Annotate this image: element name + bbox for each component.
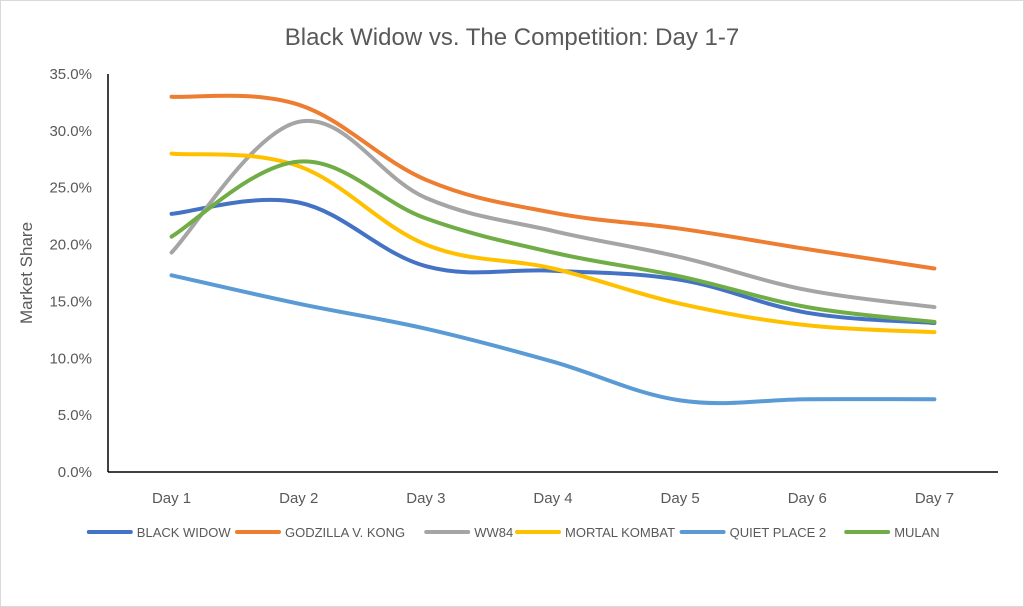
y-tick-label: 35.0% [49, 66, 92, 83]
chart-title: Black Widow vs. The Competition: Day 1-7 [285, 24, 739, 51]
legend-label: WW84 [474, 525, 513, 540]
series-line-black-widow [169, 197, 937, 325]
y-axis-label: Market Share [17, 222, 36, 324]
legend-label: MULAN [894, 525, 940, 540]
series-line-mulan [169, 159, 937, 324]
series-lines [169, 93, 937, 406]
axes [107, 74, 998, 473]
y-tick-label: 10.0% [49, 350, 92, 367]
legend: BLACK WIDOW GODZILLA V. KONG WW84 MORTAL KO… [86, 525, 940, 540]
series-line-mortal-kombat [169, 151, 937, 335]
y-tick-label: 20.0% [49, 237, 92, 254]
x-tick-label: Day 3 [406, 490, 445, 507]
legend-item-quiet-place-2: QUIET PLACE 2 [679, 525, 827, 540]
legend-label: QUIET PLACE 2 [730, 525, 827, 540]
x-tick-label: Day 2 [279, 490, 318, 507]
legend-item-mortal-kombat: MORTAL KOMBAT [515, 525, 675, 540]
series-line-quiet-place-2 [169, 273, 937, 406]
legend-label: BLACK WIDOW [137, 525, 232, 540]
legend-item-black-widow: BLACK WIDOW [86, 525, 232, 540]
legend-label: MORTAL KOMBAT [565, 525, 675, 540]
legend-item-godzilla-v-kong: GODZILLA V. KONG [235, 525, 405, 540]
x-tick-label: Day 1 [152, 490, 191, 507]
legend-item-mulan: MULAN [844, 525, 940, 540]
y-tick-label: 15.0% [49, 293, 92, 310]
x-tick-label: Day 5 [661, 490, 700, 507]
x-tick-label: Day 7 [915, 490, 954, 507]
x-tick-labels: Day 1 Day 2 Day 3 Day 4 Day 5 Day 6 Day 7 [152, 490, 954, 507]
series-line-godzilla-v-kong [169, 93, 937, 271]
x-tick-label: Day 6 [788, 490, 827, 507]
y-tick-label: 30.0% [49, 123, 92, 140]
x-tick-label: Day 4 [533, 490, 572, 507]
series-line-ww84 [169, 118, 937, 310]
y-tick-labels: 0.0% 5.0% 10.0% 15.0% 20.0% 25.0% 30.0% 35.0% [49, 66, 92, 481]
legend-item-ww84: WW84 [424, 525, 513, 540]
y-tick-label: 0.0% [58, 464, 92, 481]
y-tick-label: 5.0% [58, 407, 92, 424]
y-tick-label: 25.0% [49, 180, 92, 197]
legend-label: GODZILLA V. KONG [285, 525, 405, 540]
